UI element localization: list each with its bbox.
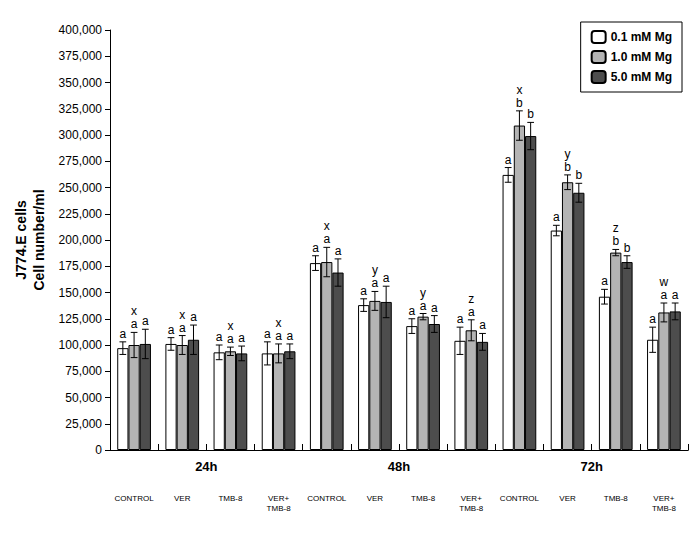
svg-text:a: a: [275, 329, 282, 343]
svg-text:b: b: [564, 160, 571, 174]
svg-text:a: a: [312, 241, 319, 255]
svg-text:b: b: [575, 168, 582, 182]
svg-text:TMB-8: TMB-8: [267, 504, 292, 513]
svg-text:a: a: [142, 314, 149, 328]
svg-text:a: a: [383, 271, 390, 285]
svg-text:a: a: [457, 312, 464, 326]
svg-text:24h: 24h: [195, 459, 217, 474]
svg-text:VER: VER: [559, 494, 576, 503]
svg-text:0.1 mM Mg: 0.1 mM Mg: [611, 30, 672, 44]
svg-text:x: x: [227, 319, 233, 333]
svg-text:225,000: 225,000: [59, 207, 103, 221]
svg-text:a: a: [360, 284, 367, 298]
svg-text:72h: 72h: [580, 459, 602, 474]
svg-text:CONTROL: CONTROL: [115, 494, 155, 503]
svg-text:z: z: [468, 292, 474, 306]
svg-text:TMB-8: TMB-8: [218, 494, 243, 503]
svg-text:x: x: [516, 83, 522, 97]
svg-text:a: a: [420, 299, 427, 313]
svg-text:a: a: [168, 323, 175, 337]
svg-text:x: x: [324, 219, 330, 233]
svg-text:200,000: 200,000: [59, 233, 103, 247]
svg-text:a: a: [286, 329, 293, 343]
svg-text:y: y: [420, 286, 426, 300]
svg-text:VER+: VER+: [653, 494, 674, 503]
svg-text:48h: 48h: [388, 459, 410, 474]
svg-text:a: a: [672, 288, 679, 302]
svg-text:250,000: 250,000: [59, 181, 103, 195]
svg-text:a: a: [216, 330, 223, 344]
svg-text:VER+: VER+: [461, 494, 482, 503]
svg-text:a: a: [479, 318, 486, 332]
svg-text:TMB-8: TMB-8: [411, 494, 436, 503]
svg-text:a: a: [131, 317, 138, 331]
svg-text:b: b: [612, 234, 619, 248]
svg-text:300,000: 300,000: [59, 128, 103, 142]
svg-text:y: y: [565, 147, 571, 161]
svg-text:400,000: 400,000: [59, 23, 103, 37]
svg-text:VER+: VER+: [268, 494, 289, 503]
svg-text:350,000: 350,000: [59, 76, 103, 90]
svg-text:TMB-8: TMB-8: [652, 504, 677, 513]
svg-text:CONTROL: CONTROL: [307, 494, 347, 503]
svg-text:CONTROL: CONTROL: [500, 494, 540, 503]
svg-text:VER: VER: [174, 494, 191, 503]
svg-text:Cell number/ml: Cell number/ml: [31, 189, 47, 290]
svg-text:b: b: [516, 96, 523, 110]
svg-text:375,000: 375,000: [59, 49, 103, 63]
svg-text:a: a: [601, 274, 608, 288]
svg-text:w: w: [659, 275, 669, 289]
svg-text:x: x: [276, 316, 282, 330]
svg-text:150,000: 150,000: [59, 286, 103, 300]
svg-text:x: x: [179, 308, 185, 322]
svg-text:25,000: 25,000: [65, 417, 102, 431]
svg-text:a: a: [553, 210, 560, 224]
svg-text:5.0 mM Mg: 5.0 mM Mg: [611, 70, 672, 84]
svg-text:a: a: [505, 153, 512, 167]
svg-text:VER: VER: [367, 494, 384, 503]
svg-text:a: a: [120, 327, 127, 341]
svg-text:a: a: [661, 288, 668, 302]
svg-text:75,000: 75,000: [65, 364, 102, 378]
svg-text:a: a: [431, 301, 438, 315]
svg-text:a: a: [409, 304, 416, 318]
svg-text:z: z: [613, 221, 619, 235]
svg-text:y: y: [372, 263, 378, 277]
svg-text:50,000: 50,000: [65, 391, 102, 405]
svg-text:x: x: [131, 304, 137, 318]
svg-text:275,000: 275,000: [59, 154, 103, 168]
svg-text:a: a: [179, 321, 186, 335]
svg-text:a: a: [238, 331, 245, 345]
svg-text:TMB-8: TMB-8: [604, 494, 629, 503]
svg-text:100,000: 100,000: [59, 338, 103, 352]
svg-text:a: a: [335, 244, 342, 258]
svg-text:J774.E cells: J774.E cells: [13, 200, 29, 280]
svg-text:a: a: [372, 276, 379, 290]
svg-text:175,000: 175,000: [59, 259, 103, 273]
svg-text:a: a: [227, 332, 234, 346]
svg-text:a: a: [264, 327, 271, 341]
svg-text:a: a: [190, 310, 197, 324]
svg-text:a: a: [468, 305, 475, 319]
svg-text:a: a: [323, 232, 330, 246]
svg-text:TMB-8: TMB-8: [459, 504, 484, 513]
svg-text:1.0 mM Mg: 1.0 mM Mg: [611, 50, 672, 64]
svg-text:b: b: [624, 241, 631, 255]
svg-text:b: b: [527, 107, 534, 121]
svg-text:a: a: [649, 312, 656, 326]
svg-text:125,000: 125,000: [59, 312, 103, 326]
svg-text:325,000: 325,000: [59, 102, 103, 116]
svg-text:0: 0: [95, 443, 102, 457]
